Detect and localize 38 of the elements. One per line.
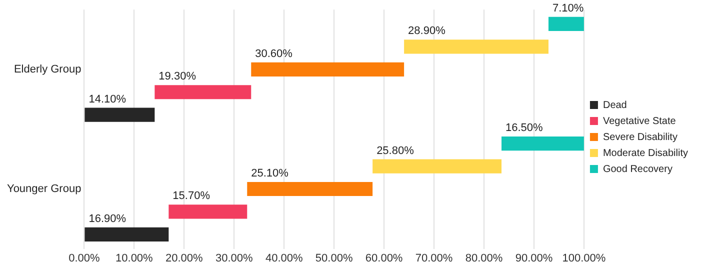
legend-label: Dead [602,100,627,111]
data-label: 30.60% [255,48,293,60]
data-label: 16.50% [506,122,544,134]
bar [247,182,373,196]
y-tick-label: Elderly Group [14,63,82,76]
legend-label: Severe Disability [602,132,678,143]
data-label: 28.90% [408,25,446,38]
x-tick-label: 40.00% [265,252,303,264]
bar [251,62,404,76]
data-label: 25.80% [376,144,414,157]
x-tick-label: 90.00% [515,252,553,264]
legend-label: Moderate Disability [602,148,688,159]
data-label: 25.10% [251,167,289,180]
bar [548,16,584,31]
bar [84,227,169,242]
x-tick-label: 60.00% [365,252,403,264]
bar [502,136,584,151]
x-tick-label: 70.00% [415,252,453,264]
bar [168,204,248,219]
x-tick-label: 100.00% [562,252,606,264]
data-label: 7.10% [552,2,584,14]
x-tick-label: 20.00% [166,252,204,264]
bar [84,108,155,122]
x-tick-label: 30.00% [215,252,254,264]
legend-label: Good Recovery [602,164,672,175]
data-label: 15.70% [172,190,210,202]
x-tick-label: 10.00% [116,252,154,264]
x-tick-label: 50.00% [315,252,353,264]
legend-label: Vegetative State [602,116,676,127]
y-tick-label: Younger Group [6,183,82,196]
bar [154,85,252,100]
bar [372,159,502,174]
data-label: 14.10% [88,93,126,106]
data-label: 19.30% [158,70,196,83]
x-tick-label: 80.00% [465,252,503,264]
data-label: 16.90% [88,212,126,225]
bar [404,40,548,54]
x-tick-label: 0.00% [68,252,100,264]
